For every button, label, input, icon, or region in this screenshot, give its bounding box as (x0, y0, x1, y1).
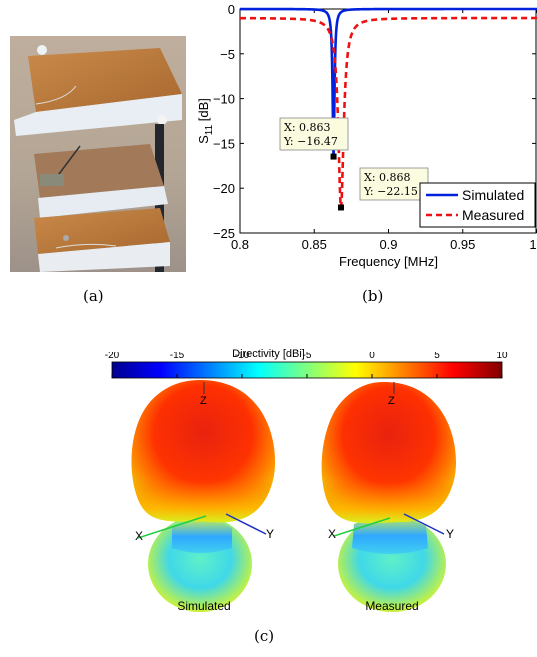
x-tick-label: 0.9 (379, 237, 397, 252)
x-tick-label: 1 (529, 237, 536, 252)
datatip-marker (337, 204, 344, 211)
colorbar-tick-label: -15 (170, 352, 185, 361)
y-tick-label: −5 (220, 47, 235, 62)
sim-x-label: X (135, 529, 143, 543)
colorbar-title: Directivity [dBi] (232, 348, 305, 360)
y-tick-label: −10 (213, 92, 235, 107)
antenna-photo (10, 36, 186, 272)
y-tick-label: −25 (213, 226, 235, 241)
simulated-pattern (131, 380, 276, 612)
caption-c: (c) (254, 627, 275, 645)
x-tick-label: 0.95 (450, 237, 475, 252)
datatip-x: X: 0.863 (284, 121, 331, 134)
colorbar-tick-label: 10 (496, 352, 508, 361)
measured-pattern (321, 382, 457, 612)
legend-entry: Simulated (462, 187, 524, 203)
y-tick-label: −15 (213, 136, 235, 151)
sim-y-label: Y (266, 527, 274, 541)
datatip-y: Y: −22.15 (363, 185, 418, 198)
simulated-pattern-label: Simulated (177, 599, 230, 612)
x-axis-label: Frequency [MHz] (339, 254, 438, 269)
meas-z-label: Z (388, 395, 395, 407)
datatip-box (359, 167, 429, 201)
datatip-marker (330, 153, 337, 160)
series-line-0 (240, 7, 537, 157)
legend-box (419, 182, 536, 228)
directivity-figure: -20 -15 -10 -5 0 5 10 Z X Y Z X Y Simulated Me… (105, 352, 508, 612)
colorbar-tick-label: 5 (434, 352, 440, 361)
caption-b: (b) (362, 287, 384, 305)
datatip-x: X: 0.868 (364, 171, 411, 184)
colorbar-tick-label: -10 (235, 352, 250, 361)
measured-pattern-label: Measured (365, 599, 418, 612)
x-tick-label: 0.8 (231, 237, 249, 252)
y-axis-label: S11 [dB] (196, 98, 215, 144)
caption-a: (a) (83, 287, 104, 305)
meas-y-label: Y (446, 527, 454, 541)
datatip-y: Y: −16.47 (283, 135, 338, 148)
y-tick-label: −20 (213, 181, 235, 196)
y-tick-label: 0 (228, 2, 235, 17)
x-tick-label: 0.85 (302, 237, 327, 252)
s11-chart: 0.8 0.85 0.9 0.95 1 0 −5 −10 −15 −20 −25 Frequency … (196, 2, 537, 269)
colorbar-tick-label: 0 (369, 352, 375, 361)
colorbar-tick-label: -20 (105, 352, 120, 361)
legend-entry: Measured (462, 207, 524, 223)
datatip-box (279, 117, 349, 151)
colorbar-tick-label: -5 (303, 352, 312, 361)
antenna-photo-icon (10, 36, 186, 272)
meas-x-label: X (328, 527, 336, 541)
sim-z-label: Z (200, 395, 207, 407)
